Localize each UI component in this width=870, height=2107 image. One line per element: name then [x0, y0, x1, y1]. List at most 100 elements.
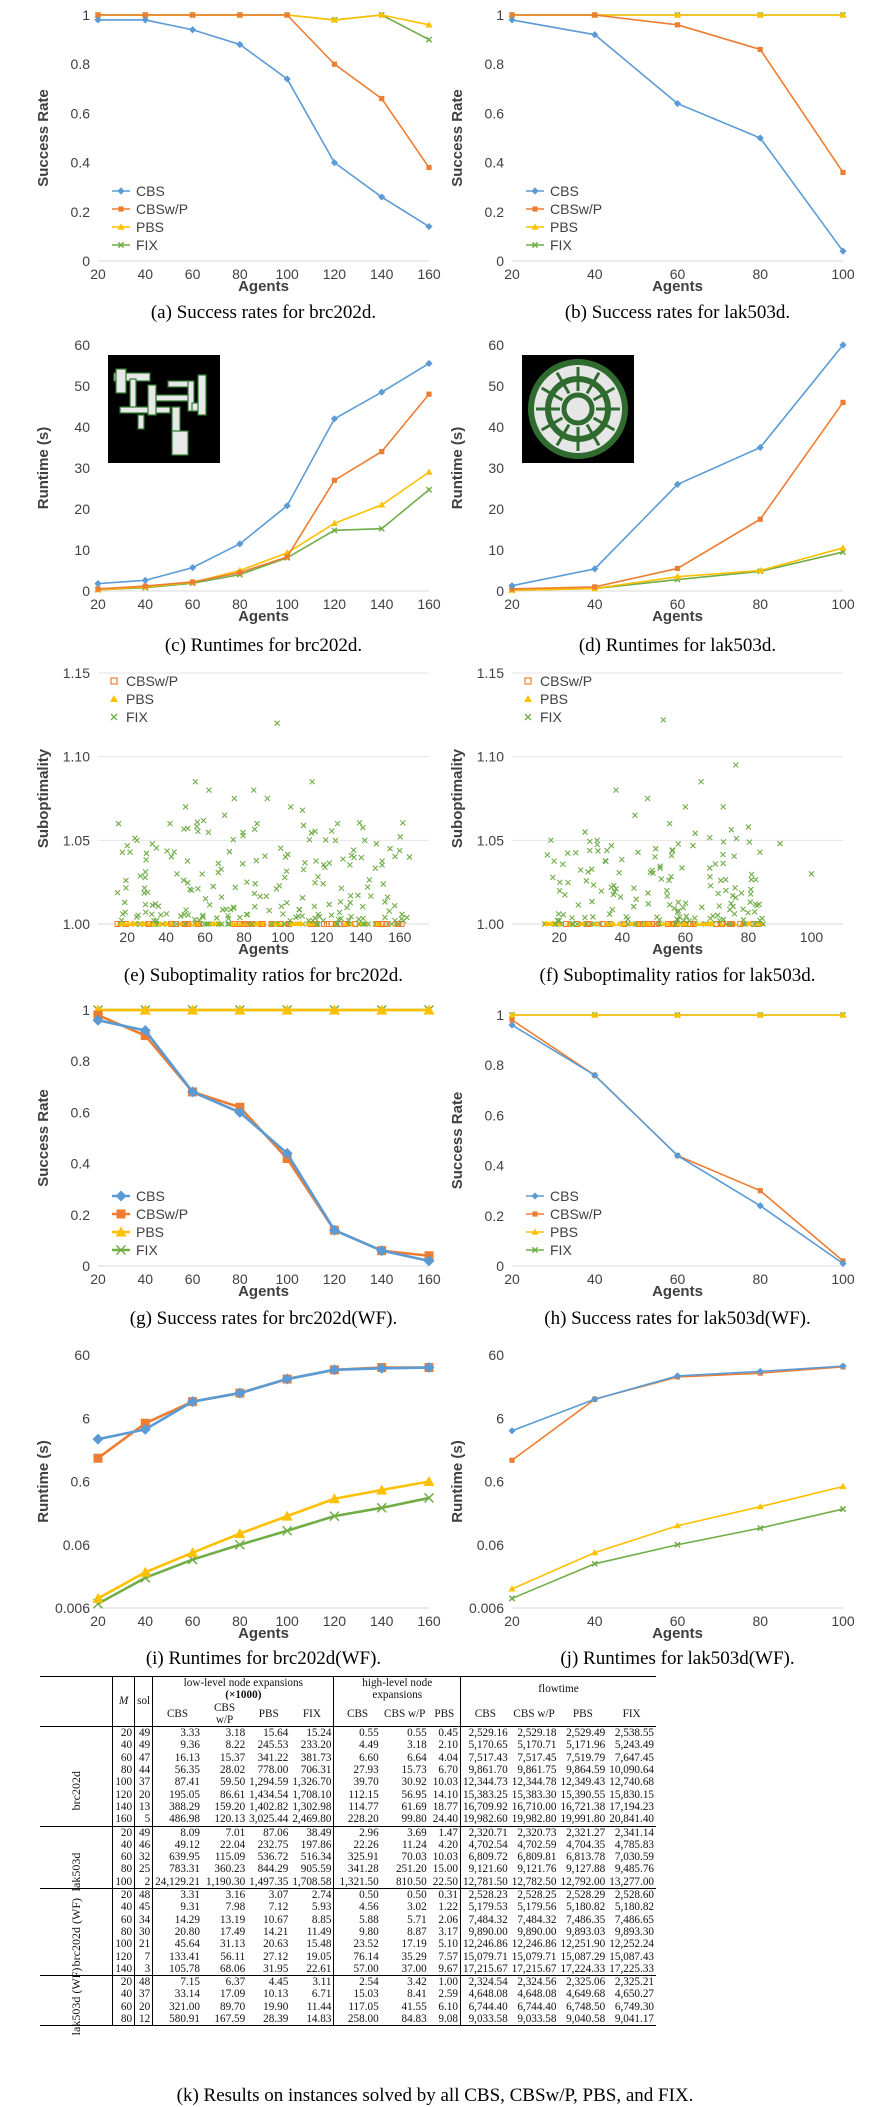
chart-h: Agents Success Rate 0 0.2 0.4 0.6 0.8 1 20 40 60 80…: [449, 1007, 855, 1329]
fix-point: [559, 861, 566, 868]
fix-point: [355, 916, 362, 923]
table-cell: 2,529.49: [566, 1727, 606, 1740]
cbs-marker: [94, 16, 102, 24]
x-tick-label: 80: [741, 929, 757, 945]
pbs-marker: [328, 1004, 340, 1015]
table-cell: 5,170.65: [459, 1739, 510, 1752]
x-tick-label: 40: [137, 596, 153, 612]
cbs-marker: [531, 187, 539, 195]
pbs-point: [746, 921, 753, 926]
fix-point: [287, 917, 293, 924]
fix-marker: [531, 241, 539, 249]
fix-point: [717, 877, 724, 884]
fix-point: [728, 826, 735, 833]
legend-marker: [110, 713, 118, 721]
fix-point: [633, 896, 640, 903]
table-cell: 17.19: [401, 1938, 427, 1951]
header-sol: sol: [134, 1676, 153, 1727]
y-tick-label: 1.05: [63, 832, 90, 848]
table-cell: 360.23: [214, 1863, 246, 1876]
y-tick-label: 50: [74, 378, 90, 394]
y-tick-label: 30: [74, 460, 90, 476]
fix-marker: [531, 1246, 539, 1254]
fix-marker: [282, 1525, 293, 1536]
table-cell: 6.10: [438, 2000, 458, 2013]
x-tick-label: 80: [232, 266, 248, 282]
fix-point: [177, 913, 184, 919]
legend-label: PBS: [540, 691, 568, 707]
table-cell: 3.31: [152, 1888, 202, 1902]
fix-point: [226, 921, 233, 927]
x-tick-label: 40: [137, 266, 153, 282]
fix-marker: [508, 1595, 516, 1602]
group-label: lak503d (WF): [69, 1967, 84, 2035]
cbs-marker: [591, 31, 599, 39]
fix-point: [690, 842, 696, 849]
x-tick-label: 100: [271, 929, 295, 945]
table-cell: 5.88: [333, 1913, 381, 1926]
table-cell: 9,890.00: [459, 1925, 510, 1939]
subheader-low-0: CBS: [152, 1701, 202, 1727]
fix-point: [155, 903, 162, 910]
pbs-marker: [376, 1484, 388, 1495]
y-tick-label: 60: [488, 1347, 504, 1363]
fix-point: [149, 902, 156, 909]
table-cell: 2.59: [438, 1988, 458, 2001]
x-tick-label: 160: [417, 596, 441, 612]
table-cell: 46: [134, 1838, 153, 1852]
table-cell: 28.39: [263, 2013, 289, 2026]
table-cell: 7,030.59: [614, 1851, 654, 1864]
table-cell: 32: [134, 1851, 153, 1864]
fix-point: [556, 887, 563, 894]
table-cell: 20: [112, 1826, 135, 1839]
legend-label: CBS: [136, 183, 165, 199]
fix-point: [675, 917, 681, 923]
cbsw-p-marker: [379, 449, 385, 455]
subheader-low-2: PBS: [258, 1707, 279, 1720]
cbs-marker: [141, 16, 149, 24]
table-cell: 1,294.59: [249, 1776, 289, 1789]
fix-point: [347, 861, 353, 868]
brc202d-map-inset: [108, 355, 220, 463]
table-cell: 810.50: [395, 1875, 427, 1888]
fix-point: [122, 909, 129, 916]
table-cell: 8.22: [225, 1739, 246, 1752]
table-row: 60 34 14.29 13.19 10.67 8.85 5.88 5.71 2.06 7,484…: [40, 1913, 656, 1926]
table-cell: 120.13: [214, 1813, 246, 1826]
table-cell: 6,748.50: [566, 2000, 606, 2013]
series-line-cbs: [97, 1018, 430, 1263]
subheader-flow-1: CBS w/P: [513, 1707, 555, 1720]
table-cell: 48: [134, 1888, 153, 1902]
fix-point: [679, 864, 685, 871]
table-cell: 40: [112, 1901, 135, 1914]
table-cell: 22.26: [333, 1838, 381, 1852]
fix-point: [586, 838, 593, 845]
caption: (j) Runtimes for lak503d(WF).: [560, 1648, 794, 1669]
table-cell: 3.33: [152, 1726, 202, 1740]
x-tick-label: 120: [323, 1271, 347, 1287]
y-axis-label: Runtime (s): [35, 1440, 52, 1523]
table-cell: 388.29: [152, 1800, 202, 1814]
cbsw-p-point: [737, 921, 744, 927]
table-cell: 28.02: [220, 1764, 246, 1777]
fix-point: [163, 910, 170, 917]
fix-point: [656, 916, 663, 923]
fix-point: [666, 877, 672, 884]
y-tick-label: 20: [488, 501, 504, 517]
table-cell: 3.11: [312, 1976, 332, 1989]
table-cell: 3.69: [407, 1826, 427, 1839]
pbs-marker: [330, 16, 339, 23]
pbs-marker: [508, 1585, 516, 1592]
fix-point: [350, 847, 357, 854]
cbsw-p-marker: [284, 554, 290, 560]
table-cell: 4,649.68: [566, 1988, 606, 2001]
table-cell: 60: [112, 1751, 135, 1765]
table-row: 60 32 639.95 115.09 536.72 516.34 325.91 70.03 1…: [40, 1851, 656, 1864]
fix-point: [194, 819, 201, 825]
table-cell: 38.49: [306, 1826, 332, 1839]
fix-point: [715, 890, 722, 897]
cbs-marker: [591, 565, 599, 573]
fix-point: [728, 900, 734, 907]
pbs-point: [306, 921, 313, 926]
fix-point: [148, 911, 155, 918]
